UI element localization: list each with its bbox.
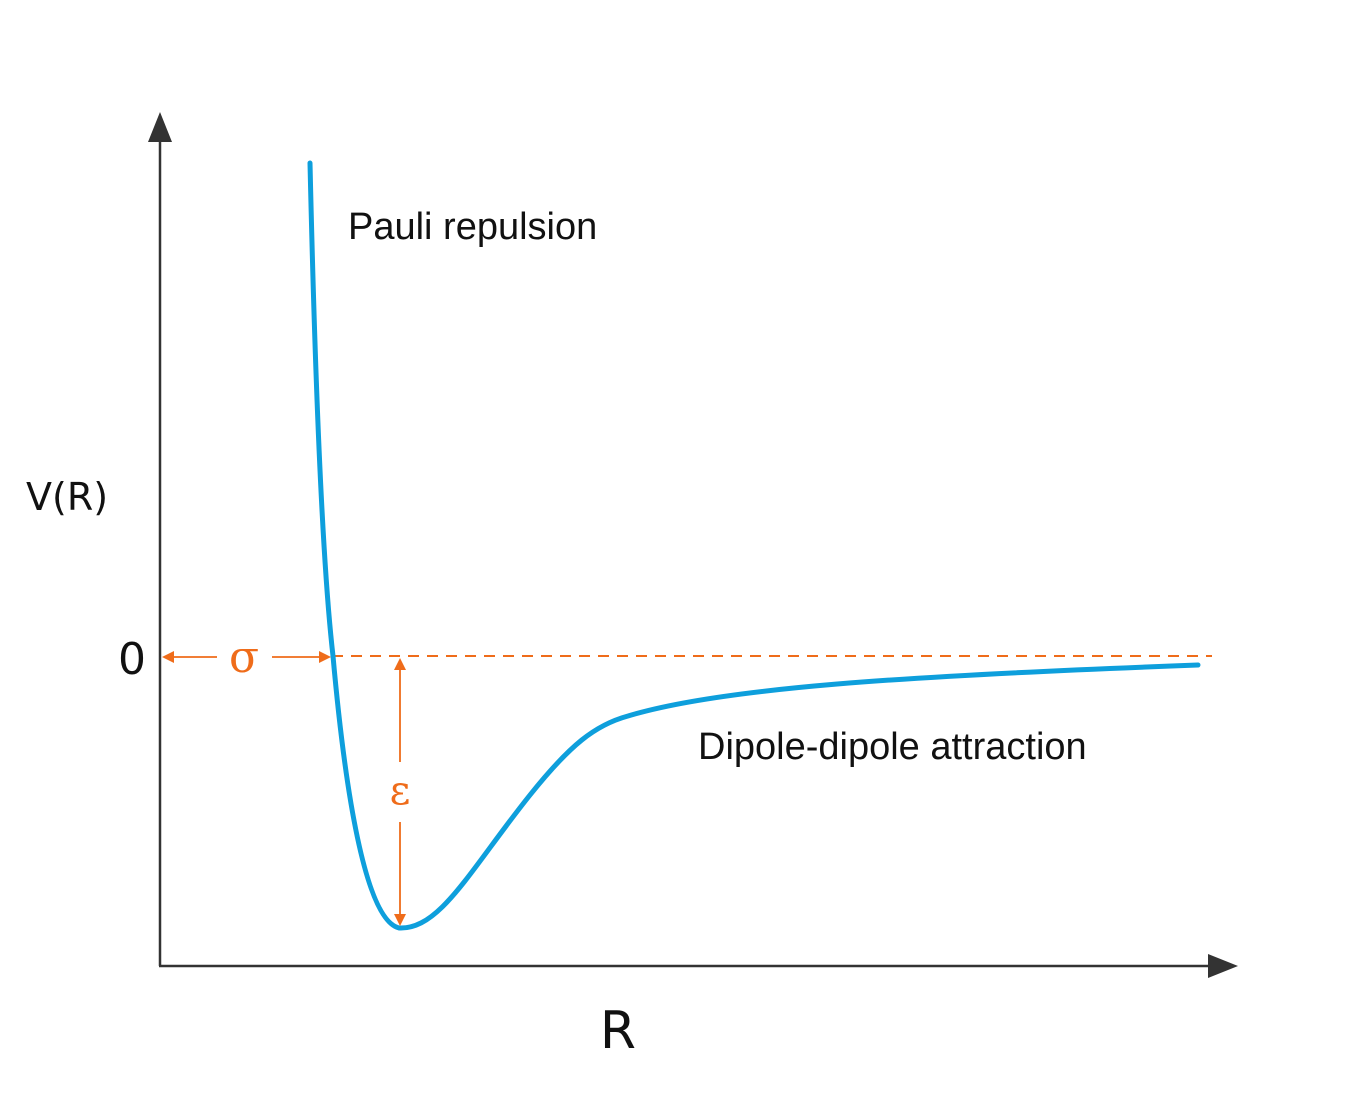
y-axis-label: V(R): [26, 475, 108, 519]
sigma-marker: σ: [162, 632, 331, 683]
x-axis-label: R: [600, 1001, 636, 1061]
potential-curve: [307, 160, 1201, 931]
zero-tick-label: 0: [118, 634, 146, 685]
dipole-attraction-label: Dipole-dipole attraction: [698, 726, 1087, 768]
sigma-label: σ: [229, 632, 259, 683]
epsilon-arrowhead-top: [394, 658, 406, 670]
sigma-arrowhead-left: [162, 651, 174, 663]
x-axis-arrowhead: [1208, 954, 1238, 978]
epsilon-arrowhead-bottom: [394, 914, 406, 926]
axes: [148, 112, 1238, 978]
epsilon-marker: ε: [390, 658, 411, 926]
epsilon-label: ε: [390, 768, 411, 814]
pauli-repulsion-label: Pauli repulsion: [348, 206, 597, 248]
y-axis-arrowhead: [148, 112, 172, 142]
sigma-arrowhead-right: [319, 651, 331, 663]
